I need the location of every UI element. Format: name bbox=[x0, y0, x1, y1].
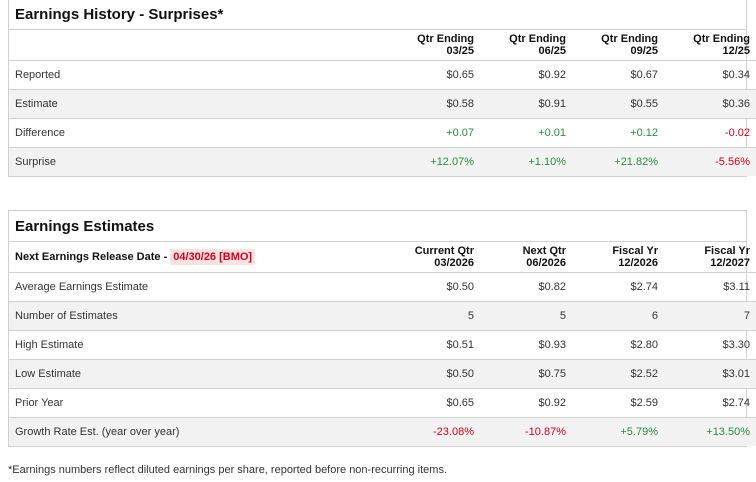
cell-value: +0.01 bbox=[480, 118, 572, 148]
table-row: Difference +0.07 +0.01 +0.12 -0.02 bbox=[9, 118, 756, 148]
cell-value: $0.91 bbox=[480, 89, 572, 119]
column-header-line1: Fiscal Yr bbox=[704, 245, 750, 257]
table-row: Reported $0.65 $0.92 $0.67 $0.34 bbox=[9, 60, 756, 90]
earnings-history-panel: Earnings History - Surprises* Qtr Ending… bbox=[8, 0, 756, 177]
column-header-line2: 03/2026 bbox=[434, 257, 474, 269]
row-label: Average Earnings Estimate bbox=[9, 272, 388, 302]
column-header-line1: Qtr Ending bbox=[601, 33, 658, 45]
cell-value: $0.50 bbox=[388, 359, 480, 389]
row-label: Prior Year bbox=[9, 388, 388, 418]
column-header: Fiscal Yr 12/2027 bbox=[664, 242, 756, 273]
cell-value: $0.58 bbox=[388, 89, 480, 119]
cell-value: 7 bbox=[664, 301, 756, 331]
table-row: Prior Year $0.65 $0.92 $2.59 $2.74 bbox=[9, 388, 756, 418]
table-row: Estimate $0.58 $0.91 $0.55 $0.36 bbox=[9, 89, 756, 119]
column-header-line2: 12/25 bbox=[722, 45, 750, 57]
release-date-badge: 04/30/26 [BMO] bbox=[170, 249, 256, 265]
column-header: Fiscal Yr 12/2026 bbox=[572, 242, 664, 273]
row-label: Estimate bbox=[9, 89, 388, 119]
column-header-line2: 09/25 bbox=[630, 45, 658, 57]
cell-value: $2.74 bbox=[572, 272, 664, 302]
column-header-line2: 03/25 bbox=[446, 45, 474, 57]
table-row: Growth Rate Est. (year over year) -23.08%… bbox=[9, 417, 756, 446]
cell-value: $0.75 bbox=[480, 359, 572, 389]
footnote: *Earnings numbers reflect diluted earnin… bbox=[8, 464, 448, 476]
column-header-line1: Next Qtr bbox=[522, 245, 566, 257]
cell-value: -0.02 bbox=[664, 118, 756, 148]
cell-value: $0.93 bbox=[480, 330, 572, 360]
cell-value: +0.12 bbox=[572, 118, 664, 148]
table-row: Number of Estimates 5 5 6 7 bbox=[9, 301, 756, 331]
row-label: Low Estimate bbox=[9, 359, 388, 389]
column-header-line1: Qtr Ending bbox=[417, 33, 474, 45]
column-header: Next Qtr 06/2026 bbox=[480, 242, 572, 273]
cell-value: $2.52 bbox=[572, 359, 664, 389]
column-header: Qtr Ending 09/25 bbox=[572, 30, 664, 61]
cell-value: $0.65 bbox=[388, 388, 480, 418]
column-header-line1: Current Qtr bbox=[414, 245, 474, 257]
cell-value: $3.30 bbox=[664, 330, 756, 360]
earnings-estimates-title: Earnings Estimates bbox=[9, 211, 746, 242]
cell-value: $0.51 bbox=[388, 330, 480, 360]
column-header-line2: 12/2027 bbox=[710, 257, 750, 269]
release-date-label: Next Earnings Release Date - bbox=[15, 251, 168, 263]
cell-value: -23.08% bbox=[388, 417, 480, 446]
cell-value: $0.82 bbox=[480, 272, 572, 302]
cell-value: $0.65 bbox=[388, 60, 480, 90]
cell-value: $2.74 bbox=[664, 388, 756, 418]
column-header: Qtr Ending 12/25 bbox=[664, 30, 756, 61]
cell-value: -5.56% bbox=[664, 147, 756, 176]
column-header-line2: 12/2026 bbox=[618, 257, 658, 269]
row-label: High Estimate bbox=[9, 330, 388, 360]
cell-value: +5.79% bbox=[572, 417, 664, 446]
cell-value: $2.80 bbox=[572, 330, 664, 360]
column-header: Qtr Ending 03/25 bbox=[388, 30, 480, 61]
cell-value: $0.34 bbox=[664, 60, 756, 90]
column-header: Qtr Ending 06/25 bbox=[480, 30, 572, 61]
row-label: Growth Rate Est. (year over year) bbox=[9, 417, 388, 446]
cell-value: -10.87% bbox=[480, 417, 572, 446]
row-label: Surprise bbox=[9, 147, 388, 176]
earnings-history-table: Qtr Ending 03/25 Qtr Ending 06/25 Qtr Ending… bbox=[9, 30, 756, 176]
cell-value: 5 bbox=[388, 301, 480, 331]
cell-value: 5 bbox=[480, 301, 572, 331]
cell-value: +0.07 bbox=[388, 118, 480, 148]
row-label: Reported bbox=[9, 60, 388, 90]
column-header-line2: 06/2026 bbox=[526, 257, 566, 269]
cell-value: +21.82% bbox=[572, 147, 664, 176]
row-label: Number of Estimates bbox=[9, 301, 388, 331]
table-row: Surprise +12.07% +1.10% +21.82% -5.56% bbox=[9, 147, 756, 176]
cell-value: $0.67 bbox=[572, 60, 664, 90]
earnings-estimates-panel: Earnings Estimates Next Earnings Release… bbox=[8, 210, 756, 447]
row-label: Difference bbox=[9, 118, 388, 148]
table-row: Low Estimate $0.50 $0.75 $2.52 $3.01 bbox=[9, 359, 756, 389]
cell-value: $0.36 bbox=[664, 89, 756, 119]
column-header: Current Qtr 03/2026 bbox=[388, 242, 480, 273]
earnings-history-title: Earnings History - Surprises* bbox=[9, 0, 746, 30]
cell-value: $3.01 bbox=[664, 359, 756, 389]
column-header-line1: Fiscal Yr bbox=[612, 245, 658, 257]
column-header-line2: 06/25 bbox=[538, 45, 566, 57]
column-header-line1: Qtr Ending bbox=[693, 33, 750, 45]
earnings-estimates-table: Next Earnings Release Date -04/30/26 [BM… bbox=[9, 242, 756, 446]
cell-value: +1.10% bbox=[480, 147, 572, 176]
cell-value: $0.55 bbox=[572, 89, 664, 119]
cell-value: +12.07% bbox=[388, 147, 480, 176]
column-header-line1: Qtr Ending bbox=[509, 33, 566, 45]
table-row: Average Earnings Estimate $0.50 $0.82 $2.74… bbox=[9, 272, 756, 302]
cell-value: $3.11 bbox=[664, 272, 756, 302]
cell-value: $2.59 bbox=[572, 388, 664, 418]
cell-value: $0.92 bbox=[480, 388, 572, 418]
table-row: High Estimate $0.51 $0.93 $2.80 $3.30 bbox=[9, 330, 756, 360]
cell-value: 6 bbox=[572, 301, 664, 331]
cell-value: $0.50 bbox=[388, 272, 480, 302]
cell-value: +13.50% bbox=[664, 417, 756, 446]
cell-value: $0.92 bbox=[480, 60, 572, 90]
